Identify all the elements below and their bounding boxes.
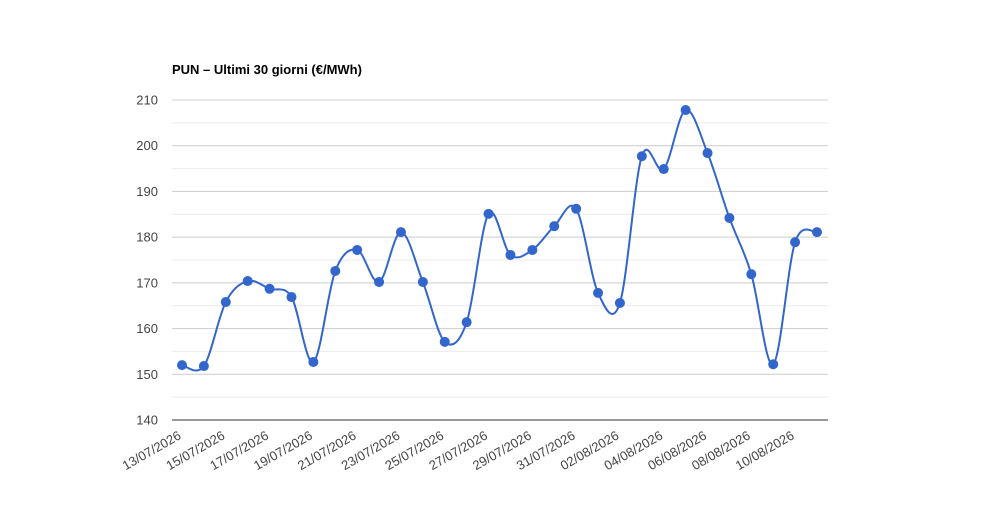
point [790,237,801,248]
point [330,265,341,276]
point [177,360,187,371]
point [395,227,406,238]
point [352,244,363,255]
line [181,109,818,372]
point [614,297,625,308]
y-tick-label: 150 [136,367,158,382]
point [374,276,385,287]
y-tick-label: 210 [136,93,158,108]
point [636,151,647,162]
point [680,105,691,116]
point [593,287,604,298]
point [768,359,779,370]
y-tick-label: 190 [136,184,158,199]
point [724,212,735,223]
point [242,276,253,287]
point [658,164,669,175]
y-tick-label: 180 [136,230,158,245]
point [812,227,822,238]
point [308,356,319,367]
point [286,292,297,303]
y-tick-label: 160 [136,321,158,336]
y-tick-label: 140 [136,413,158,428]
point [220,297,231,308]
point [527,244,538,255]
point [505,249,516,260]
point [198,361,209,372]
point [571,203,582,214]
point [746,269,757,280]
y-tick-label: 170 [136,275,158,290]
point [417,276,428,287]
point [702,148,713,159]
chart-title: PUN – Ultimi 30 giorni (€/MWh) [172,62,362,77]
point [461,317,472,328]
point [483,208,494,219]
point [439,336,450,347]
y-tick-label: 200 [136,138,158,153]
point [264,283,275,294]
point [549,221,560,232]
